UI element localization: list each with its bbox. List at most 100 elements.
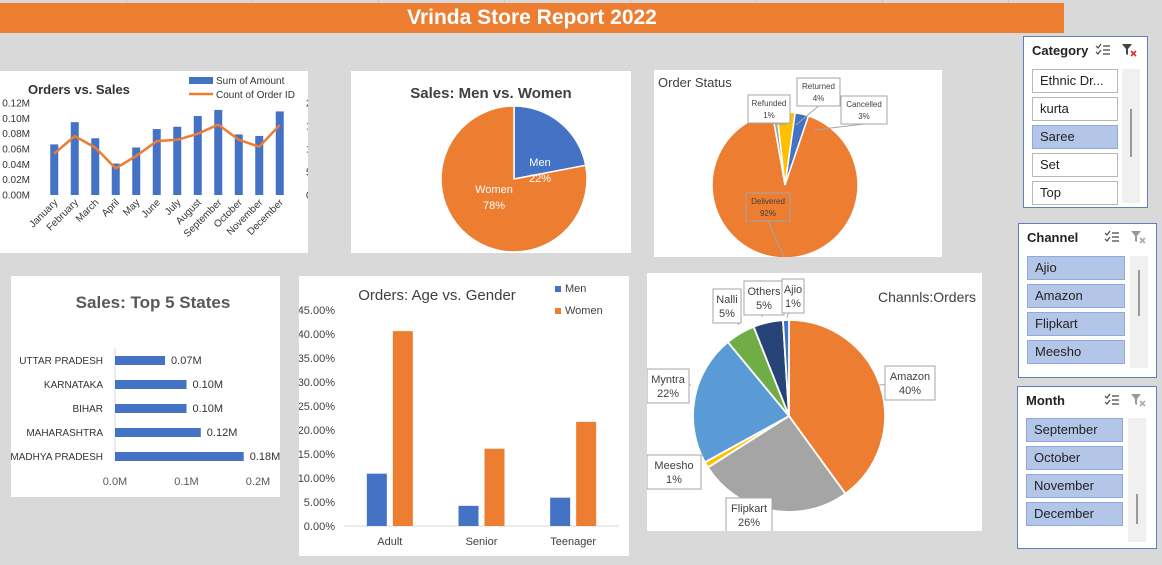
slice-value-men: 22% <box>529 173 551 185</box>
category-scrollbar[interactable] <box>1122 69 1140 203</box>
label-meesho: Meesho <box>654 460 693 472</box>
month-scroll-thumb[interactable] <box>1136 494 1138 524</box>
x-tick-label: Teenager <box>550 536 596 548</box>
label-box-others <box>743 280 785 316</box>
bar-value-label: 0.12M <box>207 427 238 439</box>
label-returned: Returned <box>802 82 835 91</box>
label-cancelled: Cancelled <box>846 100 882 109</box>
category-item-top[interactable]: Top <box>1032 181 1118 205</box>
value-meesho: 1% <box>666 474 682 486</box>
category-item-saree[interactable]: Saree <box>1032 125 1118 149</box>
category-scroll-thumb[interactable] <box>1130 109 1132 157</box>
label-box-flipkart <box>725 497 773 531</box>
month-item-december[interactable]: December <box>1026 502 1123 526</box>
bar-march <box>91 138 100 195</box>
channel-scrollbar[interactable] <box>1130 256 1148 368</box>
label-box-cancelled <box>840 95 888 125</box>
bar-september <box>214 109 223 195</box>
label-box-nalli <box>712 288 742 324</box>
clear-filter-icon[interactable] <box>1121 43 1137 57</box>
label-box-myntra <box>647 368 690 404</box>
slice-men <box>513 105 587 180</box>
clear-filter-icon[interactable] <box>1130 393 1146 407</box>
month-item-november[interactable]: November <box>1026 474 1123 498</box>
channel-item-ajio[interactable]: Ajio <box>1027 256 1125 280</box>
legend-swatch-amount <box>189 77 213 84</box>
channel-slicer[interactable]: Channel Ajio Amazon Flipkart Meesho <box>1018 223 1157 378</box>
bar-bihar <box>115 404 187 413</box>
right-axis-tick: 150 <box>306 122 308 133</box>
leader-delivered <box>767 220 785 257</box>
category-item-set[interactable]: Set <box>1032 153 1118 177</box>
legend-label-women: Women <box>565 305 603 317</box>
month-item-october[interactable]: October <box>1026 446 1123 470</box>
label-flipkart: Flipkart <box>731 503 767 515</box>
label-delivered: Delivered <box>751 197 785 206</box>
month-slicer[interactable]: Month September October November Decembe… <box>1017 386 1157 549</box>
bar-november <box>255 135 264 195</box>
age-gender-chart[interactable]: Orders: Age vs. Gender Men Women 0.00% 5.00%… <box>299 276 629 556</box>
x-tick-label: June <box>140 197 163 220</box>
channel-item-amazon[interactable]: Amazon <box>1027 284 1125 308</box>
order-status-chart[interactable]: Order Status Delivered 92% Refunded 1% Return… <box>654 70 942 257</box>
y-tick-label: 25.00% <box>299 401 335 413</box>
bar-august <box>193 116 202 195</box>
value-amazon: 40% <box>899 385 921 397</box>
bar-january <box>50 144 59 195</box>
orders-vs-sales-svg: Orders vs. Sales Sum of Amount Count of Or… <box>2 76 308 240</box>
bar-february <box>70 122 79 195</box>
multi-select-icon[interactable] <box>1095 43 1111 57</box>
slice-amazon <box>788 319 886 495</box>
category-item-kurta[interactable]: kurta <box>1032 97 1118 121</box>
category-slicer[interactable]: Category Ethnic Dr... kurta Saree Set To… <box>1023 36 1148 208</box>
bar-teenager-women <box>576 421 597 526</box>
bar-december <box>275 111 284 195</box>
x-tick-label: April <box>100 197 122 219</box>
legend-label-amount: Sum of Amount <box>216 76 285 87</box>
y-tick-label: 30.00% <box>299 377 335 389</box>
top-states-chart[interactable]: Sales: Top 5 States UTTAR PRADESH 0.07M KAR… <box>11 276 280 497</box>
label-box-delivered <box>745 192 791 222</box>
label-others: Others <box>747 286 781 298</box>
x-tick-label: 0.1M <box>174 476 198 488</box>
orders-vs-sales-chart[interactable]: Orders vs. Sales Sum of Amount Count of Or… <box>0 71 308 253</box>
label-box-refunded <box>747 94 791 124</box>
bar-october <box>234 134 243 195</box>
slice-value-women: 78% <box>483 200 505 212</box>
multi-select-icon[interactable] <box>1104 393 1120 407</box>
category-item-ethnic-dress[interactable]: Ethnic Dr... <box>1032 69 1118 93</box>
clear-filter-icon[interactable] <box>1130 230 1146 244</box>
channel-item-flipkart[interactable]: Flipkart <box>1027 312 1125 336</box>
label-amazon: Amazon <box>890 371 930 383</box>
category-label: MADHYA PRADESH <box>11 452 103 463</box>
label-box-ajio <box>781 278 805 314</box>
multi-select-icon[interactable] <box>1104 230 1120 244</box>
slice-ajio <box>782 319 790 417</box>
men-vs-women-chart[interactable]: Sales: Men vs. Women Men 22% Women 78% <box>351 71 631 253</box>
value-ajio: 1% <box>785 298 801 310</box>
chart-title: Order Status <box>658 75 732 90</box>
line-count-of-order-id <box>53 123 281 170</box>
x-tick-label: 0.0M <box>103 476 127 488</box>
slice-myntra <box>692 340 791 464</box>
x-tick-label: May <box>121 197 142 218</box>
channel-scroll-thumb[interactable] <box>1138 270 1140 316</box>
channels-orders-svg: Channls:Orders Amazon 40% Flipkart 26% Meesho… <box>647 278 976 531</box>
report-title: Vrinda Store Report 2022 <box>0 3 1064 33</box>
month-slicer-title: Month <box>1026 393 1065 408</box>
value-cancelled: 3% <box>858 112 870 121</box>
right-axis-tick: 200 <box>306 99 308 110</box>
channel-item-meesho[interactable]: Meesho <box>1027 340 1125 364</box>
label-myntra: Myntra <box>651 374 686 386</box>
month-scrollbar[interactable] <box>1128 418 1146 542</box>
channels-orders-chart[interactable]: Channls:Orders Amazon 40% Flipkart 26% Meesho… <box>647 273 982 531</box>
bar-senior-women <box>484 448 505 526</box>
value-delivered: 92% <box>760 209 776 218</box>
category-label: MAHARASHTRA <box>26 428 103 439</box>
label-ajio: Ajio <box>784 284 802 296</box>
men-vs-women-svg: Sales: Men vs. Women Men 22% Women 78% <box>410 85 588 253</box>
bar-uttar-pradesh <box>115 356 166 365</box>
bar-value-label: 0.07M <box>171 355 202 367</box>
month-item-september[interactable]: September <box>1026 418 1123 442</box>
bar-adult-men <box>366 473 387 526</box>
